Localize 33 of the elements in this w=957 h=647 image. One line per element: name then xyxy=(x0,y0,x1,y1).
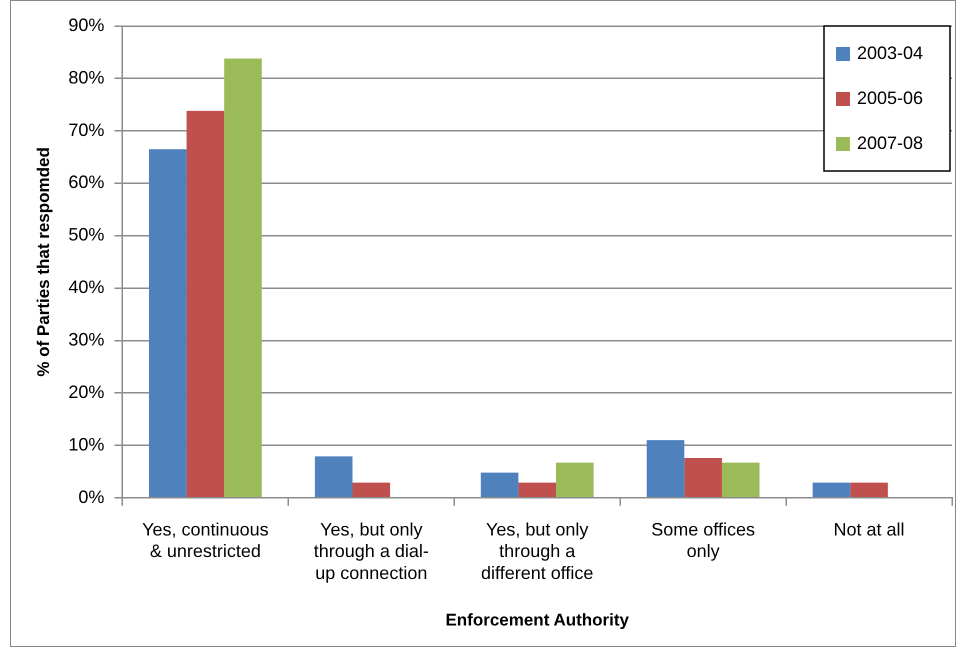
y-tick-label: 40% xyxy=(68,277,104,298)
bar xyxy=(148,149,187,498)
x-tick-label: Yes, continuous & unrestricted xyxy=(142,520,269,562)
x-tick-label: Some offices only xyxy=(651,520,755,562)
bar xyxy=(722,462,760,498)
bar xyxy=(850,482,888,498)
x-axis-title: Enforcement Authority xyxy=(445,610,630,630)
y-tick-label: 0% xyxy=(78,486,104,507)
y-tick-label: 70% xyxy=(68,120,104,140)
y-tick-label: 10% xyxy=(68,434,104,454)
y-tick-label: 30% xyxy=(68,330,104,350)
y-tick-label: 90% xyxy=(68,14,104,35)
legend-label: 2007-08 xyxy=(857,132,924,153)
bar xyxy=(480,472,518,498)
y-tick-label: 50% xyxy=(68,224,104,245)
legend-label: 2005-06 xyxy=(857,88,924,108)
bar xyxy=(314,456,352,498)
bar xyxy=(646,440,684,498)
x-tick-label: Not at all xyxy=(834,520,905,540)
bar xyxy=(812,482,850,498)
bar xyxy=(518,482,556,498)
bar xyxy=(684,458,722,498)
bar xyxy=(186,110,224,498)
legend-label: 2003-04 xyxy=(857,42,924,63)
x-tick-label: Yes, but only through a different office xyxy=(481,520,594,583)
x-tick-label: Yes, but only through a dial-up connection xyxy=(314,520,429,583)
y-tick-label: 80% xyxy=(68,67,104,88)
bar xyxy=(224,58,262,498)
bar xyxy=(556,462,594,498)
bar xyxy=(352,482,390,498)
y-axis-title: % of Parties that respomded xyxy=(34,147,53,377)
y-tick-label: 20% xyxy=(68,382,104,402)
y-tick-label: 60% xyxy=(68,172,104,192)
